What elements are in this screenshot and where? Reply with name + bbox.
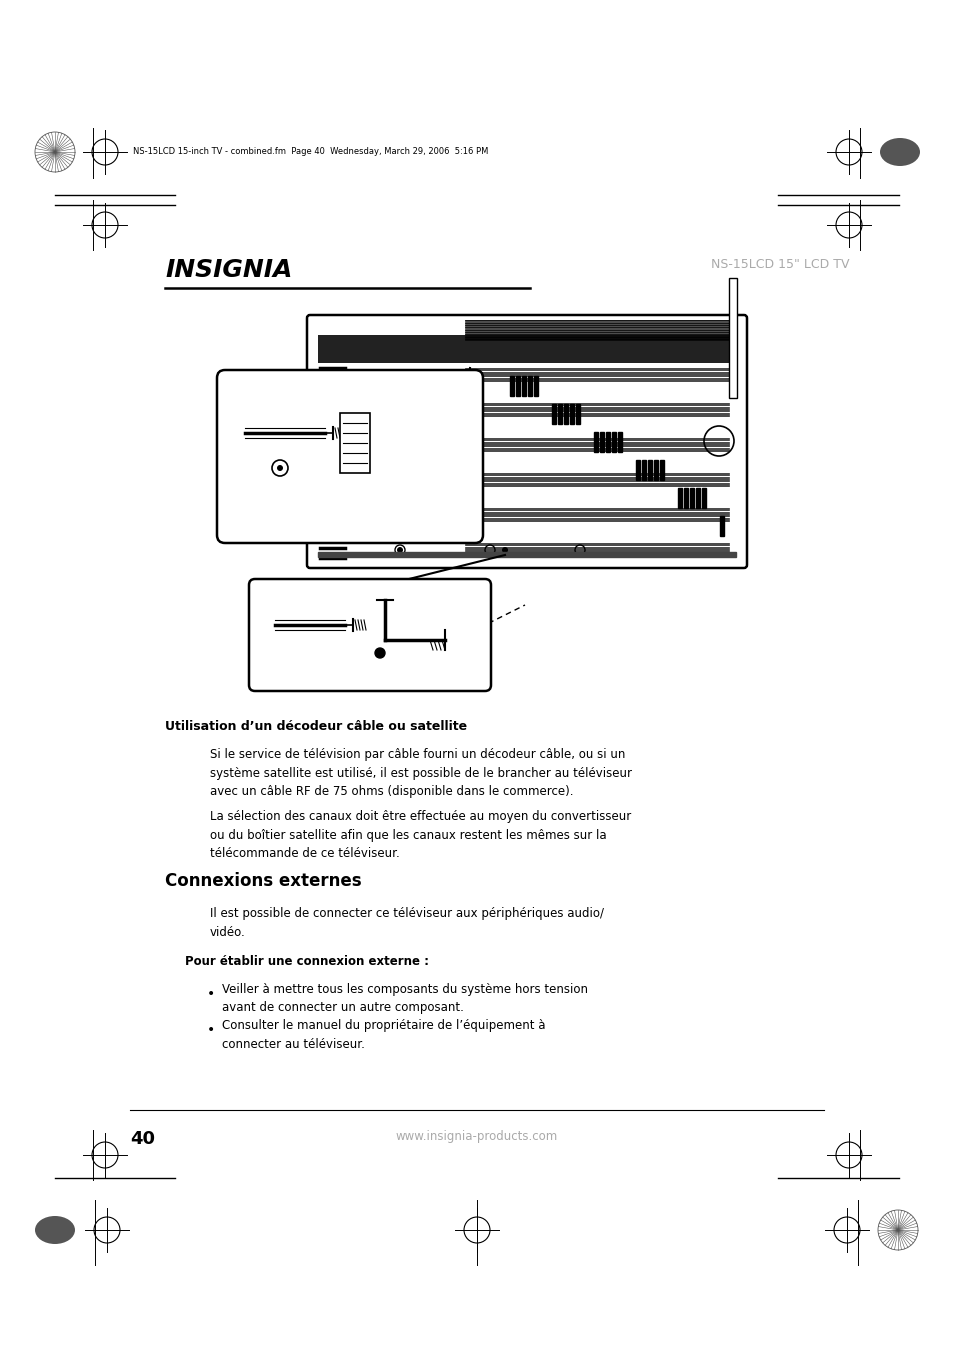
FancyBboxPatch shape bbox=[249, 580, 491, 690]
Bar bbox=[339, 413, 370, 473]
Bar bbox=[641, 459, 645, 480]
Bar bbox=[701, 488, 705, 508]
Ellipse shape bbox=[35, 1216, 75, 1244]
Text: •: • bbox=[207, 988, 215, 1001]
Bar bbox=[527, 376, 532, 396]
Bar bbox=[696, 488, 700, 508]
Text: 40: 40 bbox=[130, 1129, 154, 1148]
Text: INSIGNIA: INSIGNIA bbox=[165, 258, 292, 282]
FancyBboxPatch shape bbox=[216, 370, 482, 543]
Text: Utilisation d’un décodeur câble ou satellite: Utilisation d’un décodeur câble ou satel… bbox=[165, 720, 467, 734]
Text: Si le service de télévision par câble fourni un décodeur câble, ou si un
système: Si le service de télévision par câble fo… bbox=[210, 748, 631, 798]
Text: À partir d’une
antenne extérieure: À partir d’une antenne extérieure bbox=[236, 500, 336, 524]
Bar bbox=[720, 516, 723, 536]
Bar bbox=[728, 278, 737, 399]
FancyBboxPatch shape bbox=[317, 335, 735, 363]
Bar bbox=[599, 432, 603, 453]
Bar bbox=[534, 376, 537, 396]
Circle shape bbox=[396, 547, 402, 553]
Bar bbox=[683, 488, 687, 508]
Circle shape bbox=[501, 547, 507, 553]
Bar bbox=[594, 432, 598, 453]
Text: www.insignia-products.com: www.insignia-products.com bbox=[395, 1129, 558, 1143]
Bar bbox=[552, 404, 556, 424]
Circle shape bbox=[375, 648, 385, 658]
Bar bbox=[689, 488, 693, 508]
Bar bbox=[576, 404, 579, 424]
Bar bbox=[647, 459, 651, 480]
FancyBboxPatch shape bbox=[307, 315, 746, 567]
Circle shape bbox=[276, 465, 283, 471]
Bar bbox=[563, 404, 567, 424]
Text: Connexion au réseau
câblé (CATV): Connexion au réseau câblé (CATV) bbox=[265, 650, 375, 671]
Bar bbox=[654, 459, 658, 480]
Bar bbox=[678, 488, 681, 508]
Text: Il est possible de connecter ce téléviseur aux périphériques audio/
vidéo.: Il est possible de connecter ce télévise… bbox=[210, 907, 603, 939]
Text: NS-15LCD 15-inch TV - combined.fm  Page 40  Wednesday, March 29, 2006  5:16 PM: NS-15LCD 15-inch TV - combined.fm Page 4… bbox=[132, 147, 488, 157]
Bar bbox=[636, 459, 639, 480]
Bar bbox=[605, 432, 609, 453]
Bar bbox=[618, 432, 621, 453]
Bar bbox=[516, 376, 519, 396]
Bar bbox=[569, 404, 574, 424]
Text: Pour établir une connexion externe :: Pour établir une connexion externe : bbox=[185, 955, 429, 969]
Text: Consulter le manuel du propriétaire de l’équipement à
connecter au téléviseur.: Consulter le manuel du propriétaire de l… bbox=[222, 1019, 545, 1051]
Ellipse shape bbox=[879, 138, 919, 166]
Bar bbox=[659, 459, 663, 480]
Bar bbox=[510, 376, 514, 396]
Text: Veiller à mettre tous les composants du système hors tension
avant de connecter : Veiller à mettre tous les composants du … bbox=[222, 984, 587, 1015]
Text: •: • bbox=[207, 1023, 215, 1038]
Text: Connexions externes: Connexions externes bbox=[165, 871, 361, 890]
Text: La sélection des canaux doit être effectuée au moyen du convertisseur
ou du boît: La sélection des canaux doit être effect… bbox=[210, 811, 631, 861]
Bar bbox=[317, 553, 735, 557]
Bar bbox=[612, 432, 616, 453]
Bar bbox=[558, 404, 561, 424]
Text: NS-15LCD 15" LCD TV: NS-15LCD 15" LCD TV bbox=[711, 258, 849, 272]
Bar bbox=[521, 376, 525, 396]
